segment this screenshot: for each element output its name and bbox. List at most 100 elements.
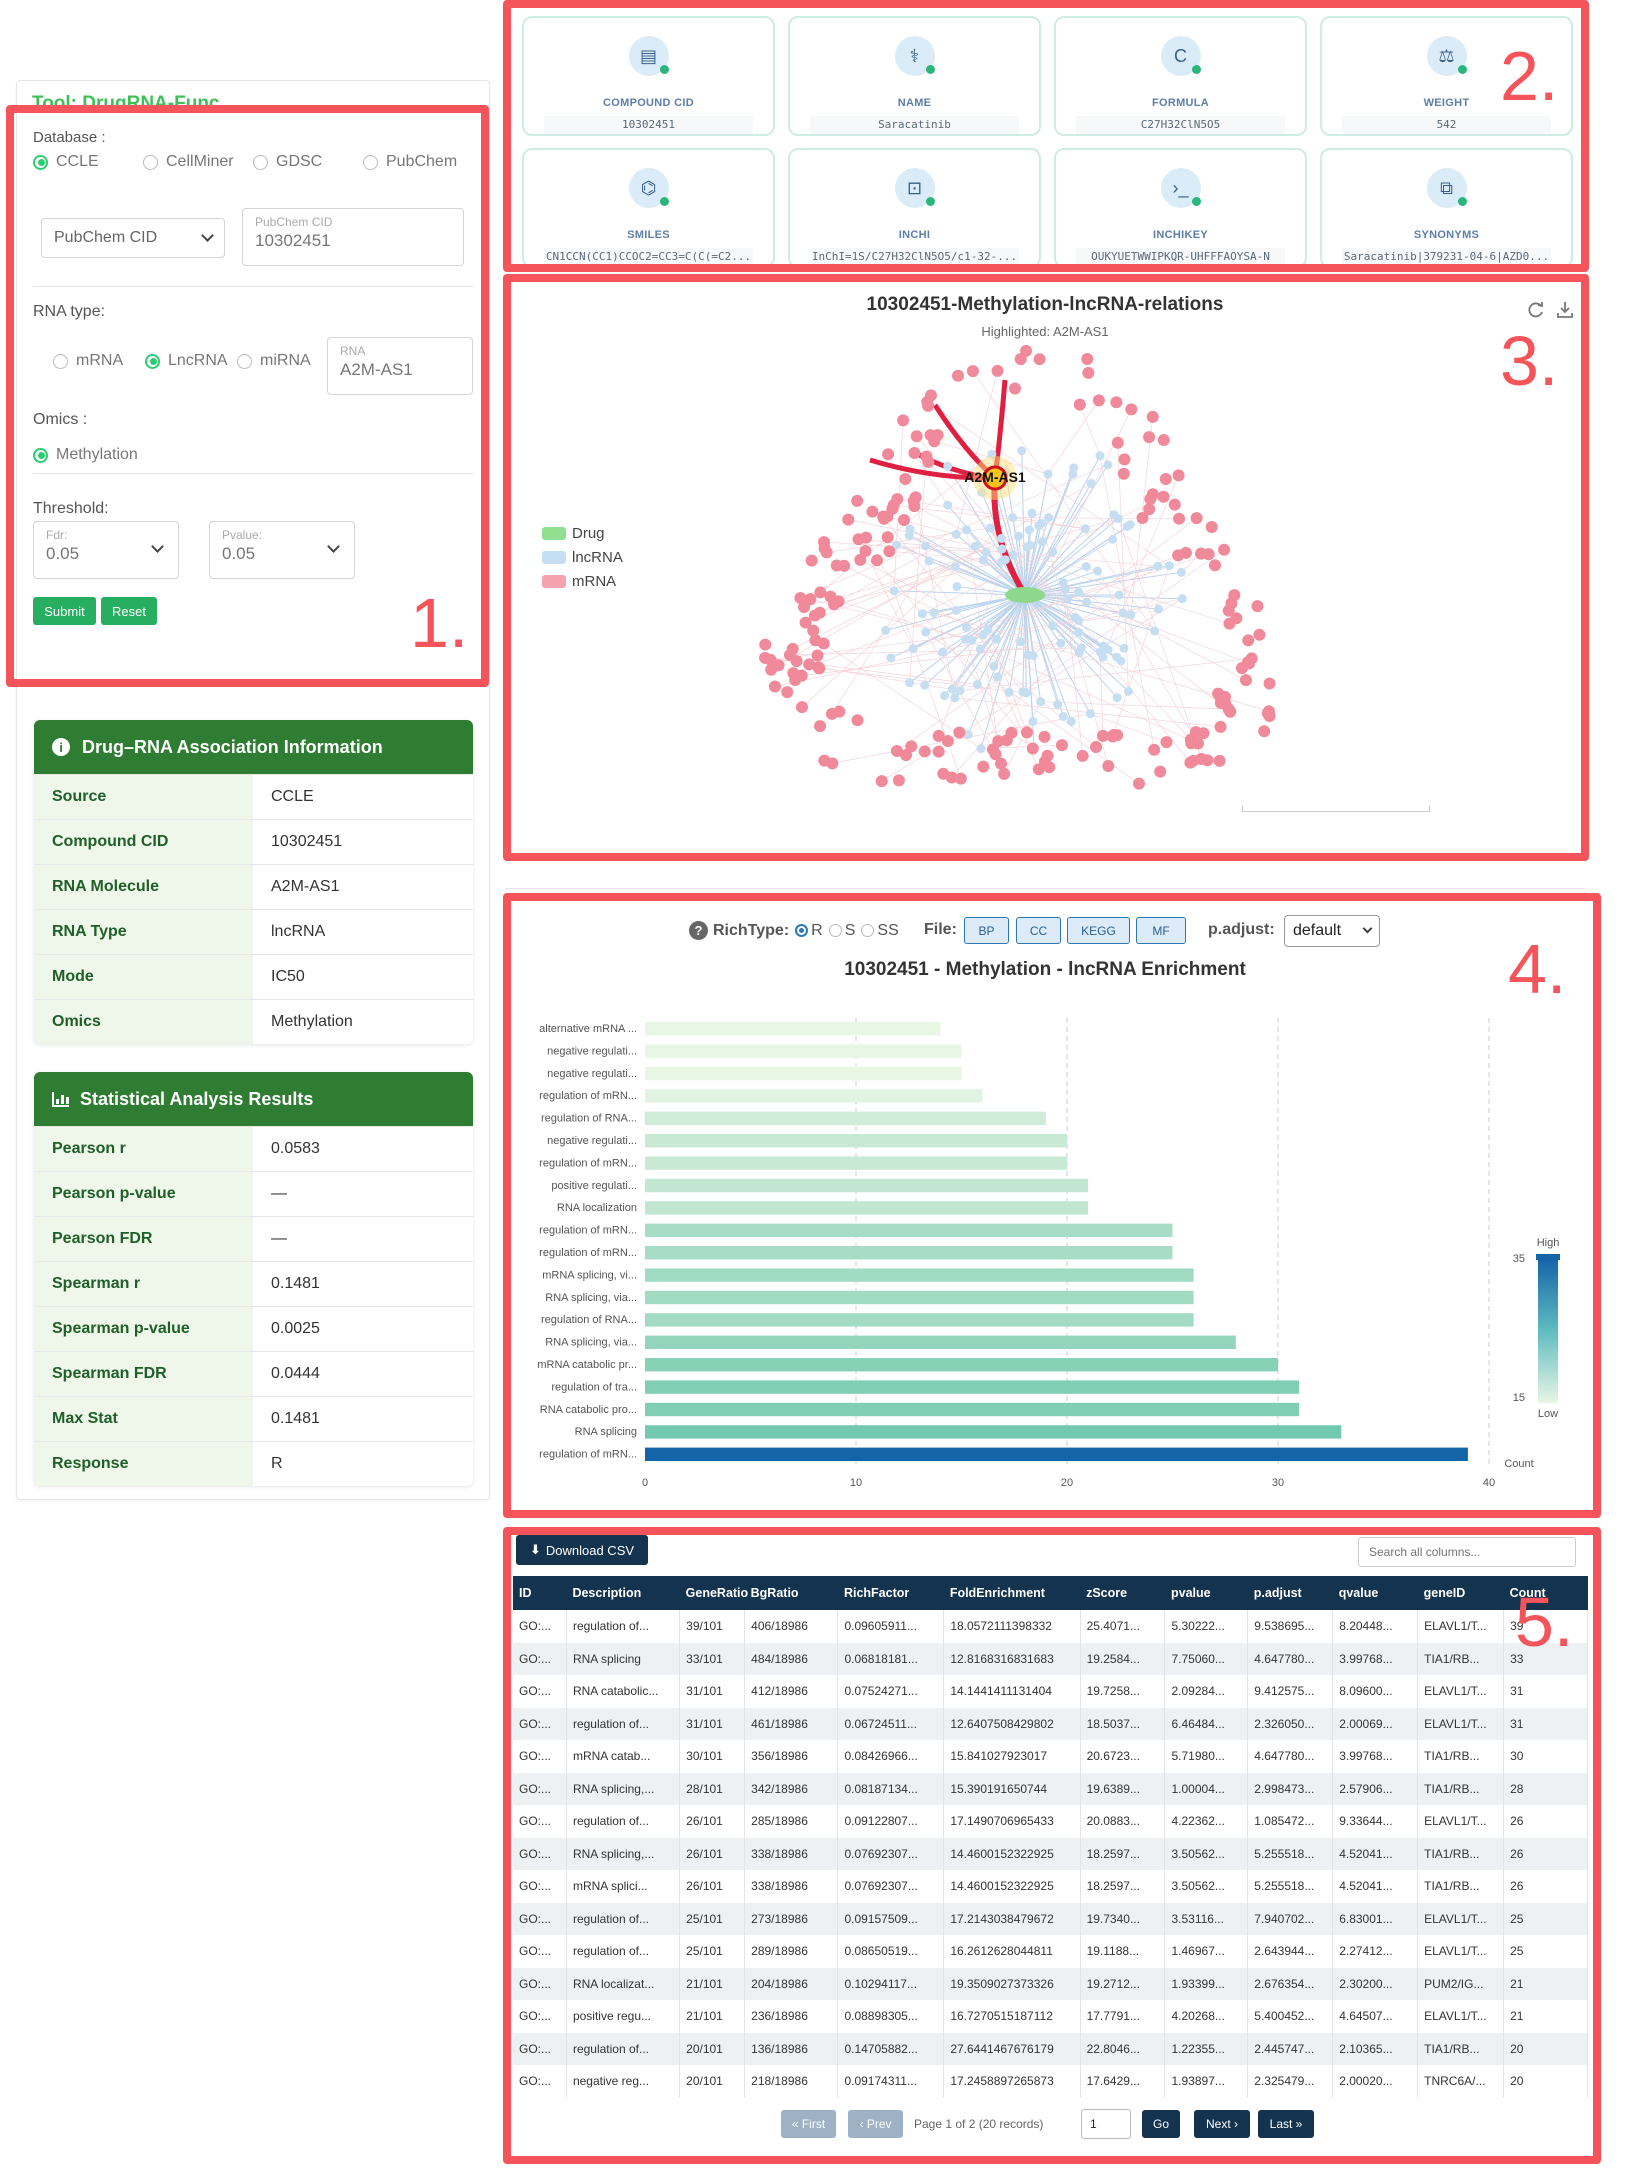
refresh-icon[interactable] [1526, 300, 1546, 320]
table-cell: 461/18986 [744, 1707, 839, 1740]
category-label: RNA splicing [575, 1426, 637, 1438]
category-label: regulation of tra... [551, 1381, 637, 1393]
column-header[interactable]: Count [1503, 1576, 1588, 1610]
file-mf-button[interactable]: MF [1136, 917, 1186, 944]
cid-input[interactable]: PubChem CID 10302451 [242, 208, 464, 266]
table-cell: 20 [1503, 2032, 1588, 2065]
category-label: alternative mRNA ... [539, 1023, 637, 1035]
go-button[interactable]: Go [1142, 2110, 1180, 2138]
table-row[interactable]: GO:... RNA splicing 33/101 484/18986 0.06818… [513, 1642, 1588, 1675]
bar[interactable] [645, 1402, 1300, 1417]
radio-pubchem[interactable]: PubChem [363, 153, 457, 171]
enrichment-chart[interactable]: 0 10 20 30 40 alternative mRNA ... negative re… [505, 990, 1585, 1490]
bar[interactable] [645, 1447, 1468, 1461]
download-csv-button[interactable]: ⬇ Download CSV [516, 1535, 648, 1565]
radio-mrna[interactable]: mRNA [53, 352, 145, 370]
submit-button[interactable]: Submit [33, 597, 96, 625]
column-header[interactable]: geneID [1417, 1576, 1504, 1610]
bar[interactable] [645, 1156, 1067, 1170]
column-header[interactable]: FoldEnrichment [943, 1576, 1081, 1610]
radio-ss[interactable]: SS [861, 922, 899, 940]
table-row[interactable]: GO:... RNA catabolic... 31/101 412/18986 0.0… [513, 1675, 1588, 1708]
rna-input[interactable]: RNA A2M-AS1 [327, 337, 473, 395]
table-cell: GO:... [513, 1870, 567, 1903]
radio-lncrna[interactable]: LncRNA [145, 352, 237, 370]
table-row[interactable]: GO:... regulation of... 20/101 136/18986 0.1… [513, 2032, 1588, 2065]
radio-gdsc[interactable]: GDSC [253, 153, 363, 171]
table-cell: ELAVL1/T... [1417, 1707, 1505, 1740]
bar[interactable] [645, 1044, 962, 1058]
file-kegg-button[interactable]: KEGG [1067, 917, 1130, 944]
padjust-select[interactable]: default [1284, 915, 1380, 947]
page-number-input[interactable]: 1 [1081, 2109, 1131, 2139]
download-icon[interactable] [1555, 300, 1575, 320]
bar[interactable] [645, 1358, 1278, 1372]
table-row[interactable]: GO:... regulation of... 31/101 461/18986 0.0… [513, 1707, 1588, 1740]
table-search-input[interactable] [1358, 1537, 1576, 1567]
compound-field-value: 542 [1342, 116, 1551, 134]
bar[interactable] [645, 1134, 1067, 1148]
help-icon[interactable]: ? [689, 921, 708, 940]
column-header[interactable]: p.adjust [1247, 1576, 1333, 1610]
bar[interactable] [645, 1313, 1194, 1327]
radio-methylation[interactable]: Methylation [33, 446, 138, 464]
divider [33, 286, 473, 287]
column-header[interactable]: qvalue [1332, 1576, 1418, 1610]
last-page-button[interactable]: Last » [1258, 2110, 1314, 2138]
table-row[interactable]: GO:... positive regu... 21/101 236/18986 0.0… [513, 2000, 1588, 2033]
bar[interactable] [645, 1066, 962, 1081]
legend-swatch [542, 551, 566, 564]
column-header[interactable]: BgRatio [744, 1576, 838, 1610]
table-row[interactable]: GO:... mRNA catab... 30/101 356/18986 0.0842… [513, 1740, 1588, 1773]
column-header[interactable]: zScore [1080, 1576, 1165, 1610]
colorbar-handle[interactable] [1536, 1254, 1560, 1260]
table-row[interactable]: GO:... RNA splicing,... 28/101 342/18986 0.0… [513, 1772, 1588, 1805]
bar[interactable] [645, 1290, 1194, 1305]
column-header[interactable]: Description [566, 1576, 680, 1610]
table-row[interactable]: GO:... regulation of... 25/101 289/18986 0.0… [513, 1935, 1588, 1968]
bar[interactable] [645, 1111, 1046, 1125]
bar[interactable] [645, 1268, 1194, 1282]
column-header[interactable]: RichFactor [837, 1576, 944, 1610]
file-cc-button[interactable]: CC [1016, 917, 1061, 944]
radio-label: PubChem [386, 153, 458, 170]
table-cell: 2.57906... [1332, 1772, 1419, 1805]
table-row[interactable]: GO:... RNA localizat... 21/101 204/18986 0.1… [513, 1967, 1588, 2000]
reset-button[interactable]: Reset [101, 597, 157, 625]
bar[interactable] [645, 1178, 1089, 1193]
bar[interactable] [645, 1335, 1236, 1349]
id-type-select[interactable]: PubChem CID [41, 218, 225, 258]
fdr-select[interactable]: Fdr: 0.05 [33, 521, 179, 579]
next-page-button[interactable]: Next › [1194, 2110, 1250, 2138]
bar[interactable] [645, 1425, 1342, 1439]
column-header[interactable]: pvalue [1164, 1576, 1248, 1610]
radio-cellminer[interactable]: CellMiner [143, 153, 253, 171]
table-row[interactable]: GO:... regulation of... 39/101 406/18986 0.0… [513, 1610, 1588, 1643]
table-row[interactable]: GO:... mRNA splici... 26/101 338/18986 0.076… [513, 1870, 1588, 1903]
column-header[interactable]: GeneRatio [679, 1576, 748, 1610]
category-label: regulation of mRN... [539, 1449, 637, 1461]
assoc-key: Mode [34, 955, 253, 999]
pvalue-select[interactable]: Pvalue: 0.05 [209, 521, 355, 579]
table-row[interactable]: GO:... regulation of... 26/101 285/18986 0.0… [513, 1805, 1588, 1838]
radio-ccle[interactable]: CCLE [33, 153, 143, 171]
radio-r[interactable]: R [795, 922, 823, 940]
bar[interactable] [645, 1089, 983, 1103]
stats-key: Pearson FDR [34, 1217, 253, 1261]
prev-page-button[interactable]: ‹ Prev [848, 2110, 903, 2138]
file-bp-button[interactable]: BP [964, 917, 1009, 944]
table-row[interactable]: GO:... RNA splicing,... 26/101 338/18986 0.0… [513, 1837, 1588, 1870]
column-header[interactable]: ID [513, 1576, 567, 1610]
radio-mirna[interactable]: miRNA [237, 352, 311, 370]
bar[interactable] [645, 1246, 1173, 1260]
radio-s[interactable]: S [828, 922, 855, 940]
network-graph[interactable]: A2M-AS1 [740, 340, 1320, 800]
bar[interactable] [645, 1022, 941, 1036]
table-cell: 19.7258... [1080, 1675, 1166, 1708]
table-row[interactable]: GO:... negative reg... 20/101 218/18986 0.09… [513, 2065, 1588, 2098]
bar[interactable] [645, 1380, 1300, 1394]
bar[interactable] [645, 1201, 1089, 1215]
first-page-button[interactable]: « First [781, 2110, 836, 2138]
bar[interactable] [645, 1223, 1173, 1237]
table-row[interactable]: GO:... regulation of... 25/101 273/18986 0.0… [513, 1902, 1588, 1935]
